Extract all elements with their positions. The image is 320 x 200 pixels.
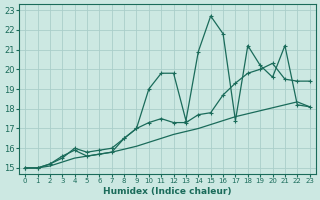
X-axis label: Humidex (Indice chaleur): Humidex (Indice chaleur) xyxy=(103,187,232,196)
